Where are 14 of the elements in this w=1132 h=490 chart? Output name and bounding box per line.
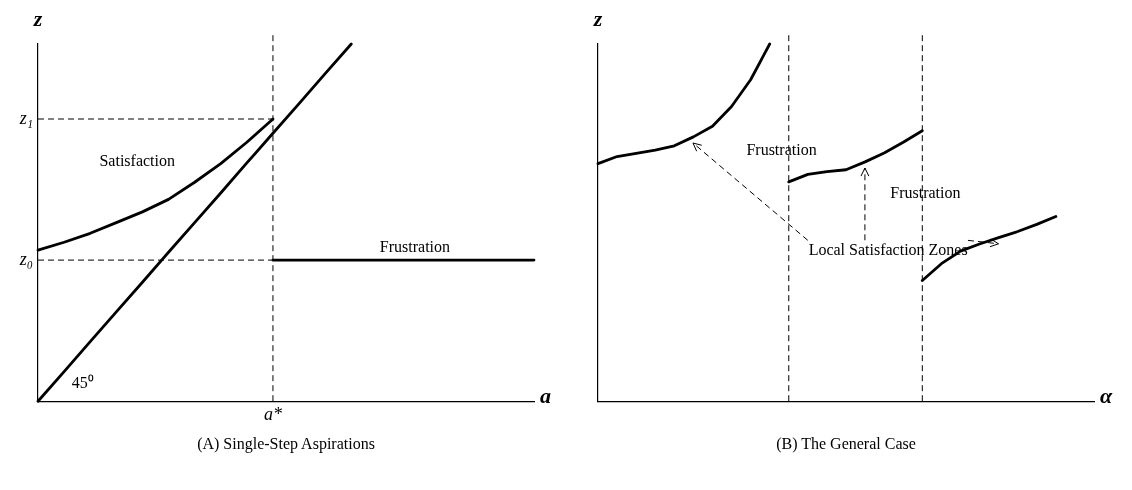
annotation: 45⁰ <box>71 373 94 391</box>
annotation: Satisfaction <box>99 152 175 170</box>
text: (A) Single-Step Aspirations <box>197 434 375 453</box>
annotation: Frustration <box>890 184 961 202</box>
text: a* <box>263 403 282 424</box>
x-axis-title: α <box>1100 382 1113 408</box>
ref-line-label: z₀ <box>18 248 33 269</box>
y-axis-title: z <box>32 5 43 31</box>
annotation: Frustration <box>746 141 817 159</box>
y-axis-title: z <box>592 5 603 31</box>
text: (B) The General Case <box>776 434 916 453</box>
annotation: Frustration <box>379 237 451 255</box>
x-axis-title: a <box>540 382 551 408</box>
ref-line-label: z₁ <box>18 107 33 128</box>
